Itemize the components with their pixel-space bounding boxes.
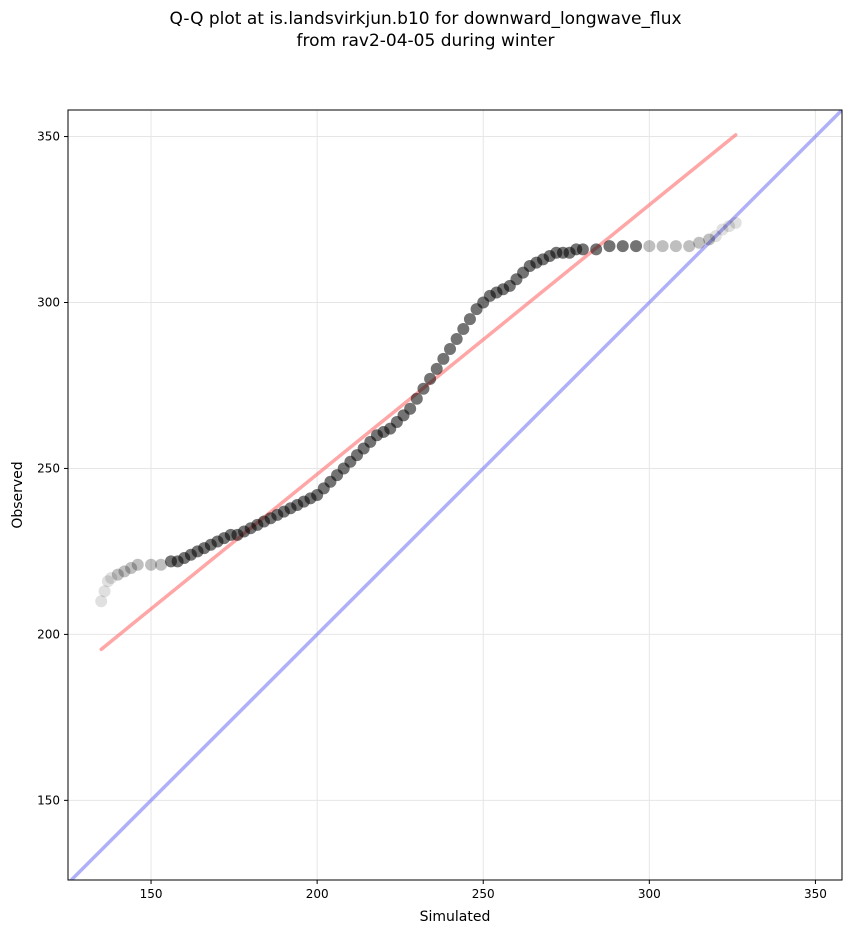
quantile-point — [430, 362, 443, 375]
axis-ticks: 150 200 250 300 350 150 200 250 300 350 — [37, 130, 827, 901]
quantile-point — [450, 333, 463, 346]
quantile-point — [463, 313, 476, 326]
quantile-point — [723, 220, 736, 233]
x-tick-label: 200 — [306, 887, 329, 901]
quantile-point — [155, 558, 168, 571]
quantile-point — [656, 240, 669, 253]
quantile-point — [131, 558, 144, 571]
grid — [68, 110, 842, 880]
quantile-point — [669, 240, 682, 253]
data-points — [95, 216, 742, 608]
y-tick-label: 200 — [37, 627, 60, 641]
quantile-point — [590, 243, 603, 256]
y-tick-label: 250 — [37, 461, 60, 475]
quantile-point — [709, 230, 722, 243]
quantile-point — [729, 216, 742, 229]
quantile-point — [95, 595, 108, 608]
quantile-point — [417, 382, 430, 395]
quantile-point — [404, 402, 417, 415]
quantile-point — [643, 240, 656, 253]
y-tick-label: 150 — [37, 793, 60, 807]
quantile-point — [111, 568, 124, 581]
quantile-point — [576, 243, 589, 256]
quantile-point — [703, 233, 716, 246]
quantile-point — [98, 585, 111, 598]
y-axis-label: Observed — [10, 461, 26, 528]
x-tick-label: 300 — [638, 887, 661, 901]
quantile-point — [683, 240, 696, 253]
x-tick-label: 150 — [140, 887, 163, 901]
y-tick-label: 350 — [37, 130, 60, 144]
quantile-point — [118, 565, 131, 578]
quantile-point — [410, 392, 423, 405]
quantile-point — [444, 342, 457, 355]
chart-subtitle: from rav2-04-05 during winter — [296, 31, 555, 51]
quantile-point — [603, 240, 616, 253]
quantile-point — [145, 558, 158, 571]
quantile-point — [101, 575, 114, 588]
y-tick-label: 300 — [37, 296, 60, 310]
x-tick-label: 250 — [472, 887, 495, 901]
quantile-point — [424, 372, 437, 385]
x-tick-label: 350 — [804, 887, 827, 901]
identity-line — [68, 110, 842, 880]
quantile-point — [616, 240, 629, 253]
chart-title: Q-Q plot at is.landsvirkjun.b10 for down… — [169, 9, 682, 29]
quantile-point — [437, 352, 450, 365]
quantile-point — [630, 240, 643, 253]
quantile-point — [693, 236, 706, 249]
chart-title-block: Q-Q plot at is.landsvirkjun.b10 for down… — [0, 8, 851, 52]
quantile-point — [716, 223, 729, 236]
quantile-point — [105, 571, 118, 584]
quantile-point — [125, 562, 138, 575]
plot-frame — [67, 109, 843, 881]
x-axis-label: Simulated — [420, 909, 491, 925]
quantile-point — [457, 323, 470, 336]
